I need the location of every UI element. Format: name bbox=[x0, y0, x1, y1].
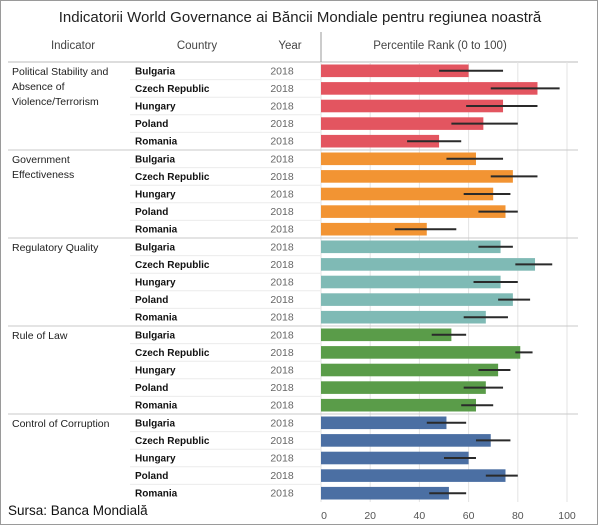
country-label: Czech Republic bbox=[135, 348, 210, 359]
country-label: Romania bbox=[135, 137, 178, 148]
bar bbox=[321, 64, 469, 78]
country-label: Hungary bbox=[135, 190, 176, 201]
year-label: 2018 bbox=[270, 488, 294, 500]
country-label: Romania bbox=[135, 225, 178, 236]
bar bbox=[321, 117, 484, 130]
year-label: 2018 bbox=[270, 453, 294, 465]
country-label: Bulgaria bbox=[135, 330, 175, 341]
country-label: Poland bbox=[135, 119, 168, 130]
bar bbox=[321, 328, 452, 342]
year-label: 2018 bbox=[270, 417, 294, 429]
indicator-label: Absence of bbox=[12, 81, 65, 93]
country-label: Bulgaria bbox=[135, 242, 175, 253]
year-label: 2018 bbox=[270, 347, 294, 359]
country-label: Hungary bbox=[135, 278, 176, 289]
bar bbox=[321, 416, 447, 430]
bar bbox=[321, 363, 499, 377]
year-label: 2018 bbox=[270, 312, 294, 324]
year-label: 2018 bbox=[270, 118, 294, 130]
year-label: 2018 bbox=[270, 101, 294, 113]
header-percentile-rank: Percentile Rank (0 to 100) bbox=[373, 40, 507, 52]
indicator-label: Political Stability and bbox=[12, 66, 108, 78]
year-label: 2018 bbox=[270, 206, 294, 218]
x-tick-label: 80 bbox=[512, 510, 524, 522]
indicator-label: Rule of Law bbox=[12, 330, 68, 342]
country-label: Poland bbox=[135, 295, 168, 306]
country-label: Czech Republic bbox=[135, 172, 210, 183]
country-label: Romania bbox=[135, 313, 178, 324]
bar bbox=[321, 310, 486, 324]
bar bbox=[321, 275, 501, 289]
indicator-label: Regulatory Quality bbox=[12, 242, 99, 254]
bar bbox=[321, 187, 494, 201]
x-tick-label: 20 bbox=[364, 510, 376, 522]
indicator-label: Control of Corruption bbox=[12, 418, 110, 430]
year-label: 2018 bbox=[270, 153, 294, 165]
bar bbox=[321, 381, 486, 394]
plot-layer: 0 20 40 60 80 100 Political Stability and Absen… bbox=[8, 32, 578, 522]
country-label: Bulgaria bbox=[135, 418, 175, 429]
bar bbox=[321, 469, 506, 482]
bar bbox=[321, 451, 469, 465]
bar bbox=[321, 486, 449, 500]
year-label: 2018 bbox=[270, 365, 294, 377]
year-label: 2018 bbox=[270, 65, 294, 77]
country-label: Hungary bbox=[135, 366, 176, 377]
year-label: 2018 bbox=[270, 435, 294, 447]
country-label: Hungary bbox=[135, 102, 176, 113]
x-tick-label: 60 bbox=[463, 510, 475, 522]
country-label: Poland bbox=[135, 383, 168, 394]
bar bbox=[321, 434, 491, 447]
year-label: 2018 bbox=[270, 294, 294, 306]
year-label: 2018 bbox=[270, 329, 294, 341]
indicator-label: Violence/Terrorism bbox=[12, 96, 99, 108]
year-label: 2018 bbox=[270, 470, 294, 482]
bar bbox=[321, 258, 536, 271]
header-country: Country bbox=[177, 40, 218, 52]
bar bbox=[321, 152, 476, 166]
indicator-label: Effectiveness bbox=[12, 169, 74, 181]
year-label: 2018 bbox=[270, 241, 294, 253]
bar bbox=[321, 293, 513, 306]
year-label: 2018 bbox=[270, 259, 294, 271]
source-note: Sursa: Banca Mondială bbox=[8, 503, 148, 518]
bar bbox=[321, 398, 476, 412]
bar bbox=[321, 205, 506, 218]
country-label: Romania bbox=[135, 401, 178, 412]
country-label: Czech Republic bbox=[135, 260, 210, 271]
year-label: 2018 bbox=[270, 136, 294, 148]
year-label: 2018 bbox=[270, 224, 294, 236]
header-indicator: Indicator bbox=[51, 40, 95, 52]
country-label: Poland bbox=[135, 471, 168, 482]
x-tick-label: 100 bbox=[558, 510, 576, 522]
bar bbox=[321, 240, 501, 254]
bar bbox=[321, 170, 513, 183]
country-label: Czech Republic bbox=[135, 84, 210, 95]
year-label: 2018 bbox=[270, 171, 294, 183]
country-label: Bulgaria bbox=[135, 66, 175, 77]
country-label: Hungary bbox=[135, 454, 176, 465]
year-label: 2018 bbox=[270, 400, 294, 412]
x-tick-label: 0 bbox=[321, 510, 327, 522]
year-label: 2018 bbox=[270, 83, 294, 95]
header-year: Year bbox=[278, 40, 301, 52]
year-label: 2018 bbox=[270, 277, 294, 289]
year-label: 2018 bbox=[270, 382, 294, 394]
bar bbox=[321, 82, 538, 95]
bar bbox=[321, 346, 521, 359]
country-label: Bulgaria bbox=[135, 154, 175, 165]
country-label: Romania bbox=[135, 489, 178, 500]
country-label: Poland bbox=[135, 207, 168, 218]
x-tick-label: 40 bbox=[414, 510, 426, 522]
bar bbox=[321, 99, 504, 113]
chart-title: Indicatorii World Governance ai Băncii M… bbox=[59, 9, 542, 26]
bar bbox=[321, 222, 427, 236]
year-label: 2018 bbox=[270, 189, 294, 201]
bar bbox=[321, 134, 440, 148]
country-label: Czech Republic bbox=[135, 436, 210, 447]
indicator-label: Government bbox=[12, 154, 70, 166]
